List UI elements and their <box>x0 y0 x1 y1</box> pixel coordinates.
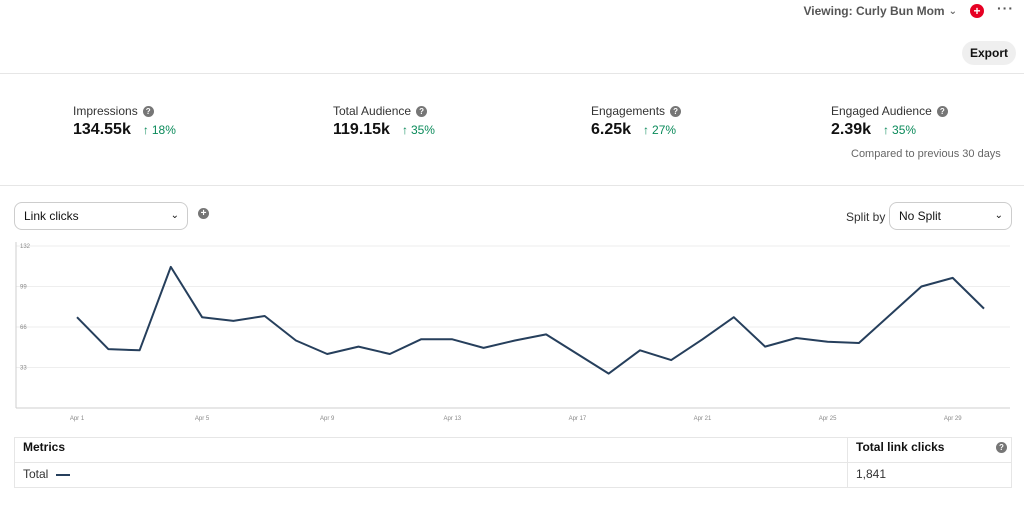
comparison-note: Compared to previous 30 days <box>851 148 1001 160</box>
table-header-row: Metrics Total link clicks ? <box>15 438 1011 463</box>
stat-change: ↑ 27% <box>643 123 676 137</box>
stat-change: ↑ 18% <box>143 123 176 137</box>
top-bar: Viewing: Curly Bun Mom ⌄ + ··· Export <box>0 0 1024 74</box>
stats-summary: Impressions? 134.55k ↑ 18% Total Audience… <box>0 74 1024 186</box>
stat-impressions: Impressions? 134.55k ↑ 18% <box>73 104 176 139</box>
metrics-table: Metrics Total link clicks ? Total 1,841 <box>14 437 1012 488</box>
chart-controls: Link clicks ⌄ + Split by No Split ⌄ <box>0 186 1024 238</box>
help-icon[interactable]: ? <box>670 105 682 117</box>
y-tick-label: 66 <box>20 325 27 331</box>
line-chart: 33 66 99 132 Apr 1 Apr 5 Apr 9 Apr 13 Apr 17 Apr … <box>14 240 1012 430</box>
more-options-icon[interactable]: ··· <box>997 0 1014 16</box>
help-icon[interactable]: ? <box>142 105 154 117</box>
stat-label: Engagements <box>591 104 666 118</box>
y-tick-label: 33 <box>20 366 27 372</box>
split-select-value: No Split <box>899 209 942 223</box>
stat-change-value: 35% <box>892 123 917 137</box>
metric-name-cell: Total <box>15 463 847 488</box>
stat-label: Impressions <box>73 104 138 118</box>
x-tick-label: Apr 1 <box>70 416 85 422</box>
arrow-up-icon: ↑ <box>643 123 650 137</box>
column-header-total-label: Total link clicks <box>856 440 945 454</box>
column-header-metrics: Metrics <box>23 440 66 454</box>
stat-engaged-audience: Engaged Audience? 2.39k ↑ 35% <box>831 104 948 139</box>
arrow-up-icon: ↑ <box>883 123 890 137</box>
y-tick-label: 132 <box>20 244 31 250</box>
chart-svg: 33 66 99 132 Apr 1 Apr 5 Apr 9 Apr 13 Apr 17 Apr … <box>15 242 1010 422</box>
stat-value: 6.25k <box>591 121 632 138</box>
x-tick-label: Apr 21 <box>694 416 712 422</box>
stat-change: ↑ 35% <box>402 123 435 137</box>
x-tick-label: Apr 25 <box>819 416 837 422</box>
export-button[interactable]: Export <box>962 41 1016 65</box>
add-metric-icon[interactable]: + <box>198 208 209 219</box>
stat-change: ↑ 35% <box>883 123 916 137</box>
stat-change-value: 35% <box>410 123 435 137</box>
account-switcher-label: Viewing: Curly Bun Mom <box>803 4 945 18</box>
series-line <box>76 265 985 375</box>
help-icon[interactable]: ? <box>936 105 948 117</box>
help-icon[interactable]: ? <box>996 442 1007 453</box>
x-tick-label: Apr 29 <box>944 416 962 422</box>
x-tick-label: Apr 13 <box>443 416 461 422</box>
chevron-down-icon: ⌄ <box>994 210 1003 221</box>
split-by-label: Split by <box>846 210 886 224</box>
table-row: Total 1,841 <box>15 463 1011 488</box>
x-tick-label: Apr 17 <box>569 416 587 422</box>
x-tick-label: Apr 5 <box>195 416 210 422</box>
stat-engagements: Engagements? 6.25k ↑ 27% <box>591 104 682 139</box>
chevron-down-icon: ⌄ <box>170 210 179 221</box>
plus-icon[interactable]: + <box>970 4 984 18</box>
stat-label: Engaged Audience <box>831 104 932 118</box>
metric-total-cell: 1,841 <box>847 463 1013 488</box>
stat-change-value: 27% <box>652 123 677 137</box>
legend-swatch <box>56 473 71 476</box>
account-switcher[interactable]: Viewing: Curly Bun Mom ⌄ <box>803 4 957 18</box>
arrow-up-icon: ↑ <box>401 123 408 137</box>
metric-name: Total <box>23 467 49 481</box>
split-select[interactable]: No Split ⌄ <box>889 202 1012 230</box>
y-tick-label: 99 <box>20 285 27 291</box>
stat-value: 119.15k <box>333 121 390 138</box>
column-header-total: Total link clicks ? <box>847 438 1013 463</box>
stat-total-audience: Total Audience? 119.15k ↑ 35% <box>333 104 435 139</box>
chevron-down-icon: ⌄ <box>948 5 957 17</box>
metric-select-value: Link clicks <box>24 209 79 223</box>
metric-select[interactable]: Link clicks ⌄ <box>14 202 188 230</box>
x-tick-label: Apr 9 <box>320 416 335 422</box>
stat-value: 134.55k <box>73 121 131 138</box>
stat-label: Total Audience <box>333 104 412 118</box>
help-icon[interactable]: ? <box>416 105 428 117</box>
stat-value: 2.39k <box>831 121 872 138</box>
stat-change-value: 18% <box>151 123 176 137</box>
arrow-up-icon: ↑ <box>142 123 149 137</box>
